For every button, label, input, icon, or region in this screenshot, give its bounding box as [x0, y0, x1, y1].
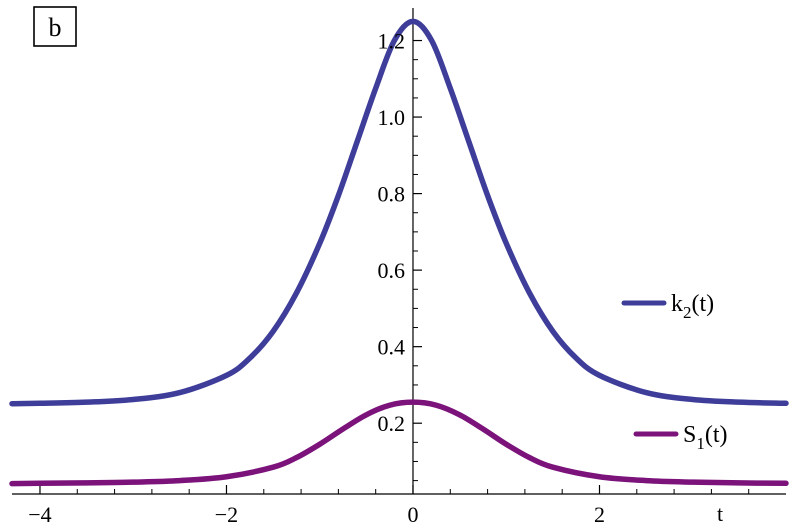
panel-label-box: b	[33, 6, 77, 47]
y-tick-label: 0.4	[377, 335, 405, 360]
x-tick-label: 0	[407, 502, 418, 527]
minor-ticks	[76, 20, 750, 494]
x-tick-label: 2	[594, 502, 605, 527]
major-ticks	[39, 39, 601, 494]
y-tick-label: 1.2	[377, 29, 405, 54]
series-line-1	[9, 399, 789, 487]
series-line-0	[9, 18, 789, 407]
legend-label-1: S1(t)	[683, 422, 728, 453]
y-tick-label: 1.0	[377, 105, 405, 130]
tick-labels: −4 −2 0 2 0.2 0.4 0.6 0.8 1.0 1.2	[28, 29, 605, 527]
legend-label-0: k2(t)	[671, 291, 714, 322]
x-tick-label: −4	[28, 502, 51, 527]
axes	[12, 8, 786, 495]
y-tick-label: 0.8	[377, 182, 405, 207]
x-axis-label: t	[717, 501, 723, 526]
y-tick-label: 0.2	[377, 411, 405, 436]
series-layer	[9, 18, 789, 487]
y-tick-label: 0.6	[377, 258, 405, 283]
legend: k2(t) S1(t)	[621, 291, 728, 453]
panel-label: b	[49, 13, 62, 42]
x-tick-label: −2	[215, 502, 238, 527]
